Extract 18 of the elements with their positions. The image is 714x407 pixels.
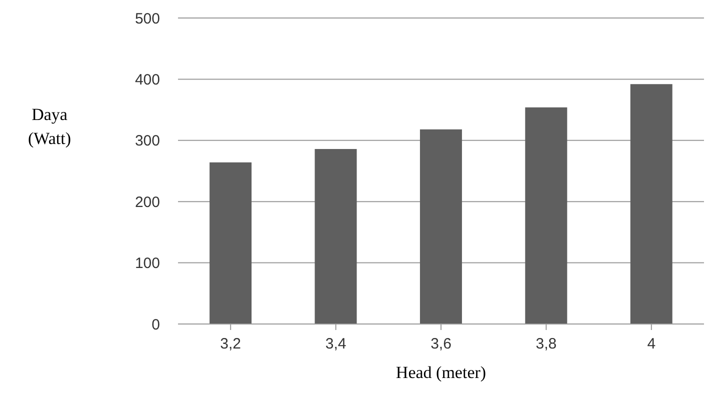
y-tick-label: 500 [134,10,160,28]
bar [525,107,568,324]
bar [314,148,357,324]
y-tick-label: 300 [134,132,160,150]
x-tick-label: 4 [647,336,656,353]
x-tick-label: 3,6 [430,336,452,353]
bar [420,129,462,324]
y-tick-label: 100 [134,255,160,272]
bar [210,162,252,324]
y-tick-label: 0 [152,316,160,334]
y-axis-title: Daya (Watt) [28,104,71,150]
y-tick-label: 400 [134,72,160,89]
y-tick-label: 200 [134,194,160,211]
bar [630,84,672,324]
x-tick-label: 3,8 [536,336,557,353]
x-tick-label: 3,2 [220,336,242,353]
x-tick-label: 3,4 [325,336,346,353]
x-axis-title: Head (meter) [394,363,488,383]
